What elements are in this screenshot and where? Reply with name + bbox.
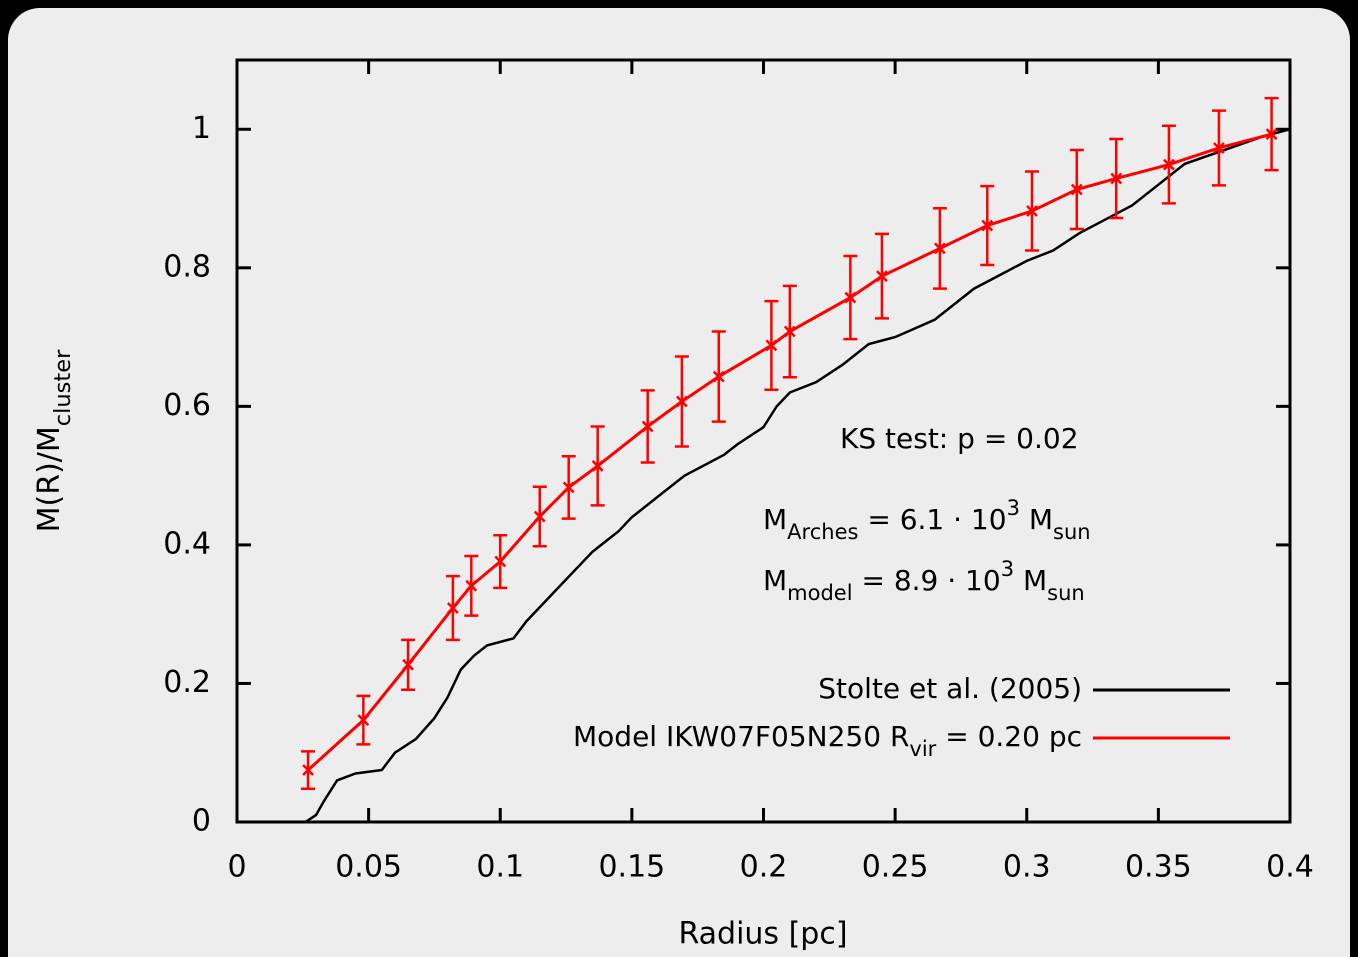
plot-frame — [235, 58, 1292, 824]
text-segment: 3 — [1007, 496, 1020, 520]
point — [765, 339, 778, 352]
point — [981, 219, 994, 232]
text-segment: KS test: p = 0.02 — [840, 422, 1079, 455]
text-segment: vir — [909, 737, 936, 761]
text-segment: model — [787, 581, 852, 605]
x-tick-label: 0.4 — [1266, 850, 1314, 885]
text-segment: = 0.20 pc — [936, 720, 1082, 753]
x-tick-label: 0.1 — [476, 850, 524, 885]
point — [1070, 183, 1083, 196]
text-segment: M — [763, 564, 787, 597]
point — [591, 460, 604, 472]
y-tick-label: 0.6 — [163, 388, 211, 423]
text-segment: M(R)/M — [32, 426, 67, 532]
panel — [8, 8, 1350, 957]
series-line — [304, 128, 1291, 824]
point — [533, 510, 546, 523]
point — [876, 270, 888, 283]
point — [357, 714, 370, 727]
point — [1265, 128, 1278, 141]
y-tick-label: 0.8 — [163, 249, 211, 284]
text-segment: M — [763, 503, 787, 536]
text-segment: = 6.1 · 10 — [858, 503, 1006, 536]
point — [1026, 205, 1038, 217]
point — [1213, 142, 1225, 154]
text-segment: Arches — [787, 520, 858, 544]
x-tick-label: 0 — [227, 850, 246, 885]
text-segment: M — [1014, 564, 1047, 597]
annotation: MArches = 6.1 · 103 Msun — [763, 496, 1091, 544]
point — [676, 395, 688, 408]
point — [465, 579, 478, 592]
text-segment: cluster — [50, 349, 76, 426]
y-tick-label: 0 — [192, 804, 211, 839]
text-segment: M — [1020, 503, 1053, 536]
x-tick-label: 0.25 — [862, 850, 929, 885]
point — [562, 481, 575, 494]
point — [641, 420, 654, 433]
text-segment: Model IKW07F05N250 R — [573, 720, 909, 753]
point — [1163, 158, 1175, 171]
x-tick-label: 0.35 — [1125, 850, 1192, 885]
point — [302, 764, 314, 776]
x-tick-label: 0.05 — [335, 850, 402, 885]
point — [844, 291, 857, 304]
x-axis-title: Radius [pc] — [678, 917, 847, 952]
x-tick-label: 0.15 — [598, 850, 665, 885]
point — [446, 602, 459, 614]
text-segment: = 8.9 · 10 — [853, 564, 1001, 597]
legend-label: Model IKW07F05N250 Rvir = 0.20 pc — [573, 720, 1082, 761]
x-tick-label: 0.3 — [1003, 850, 1051, 885]
y-tick-label: 0.2 — [163, 665, 211, 700]
y-tick-label: 0.4 — [163, 526, 211, 561]
y-tick-label: 1 — [192, 111, 211, 146]
legend-label: Stolte et al. (2005) — [818, 672, 1082, 705]
text-segment: sun — [1047, 581, 1085, 605]
point — [1110, 172, 1123, 185]
point — [712, 370, 725, 383]
point — [933, 242, 946, 255]
point — [494, 555, 507, 568]
y-axis-title: M(R)/Mcluster — [32, 349, 76, 532]
annotation: KS test: p = 0.02 — [840, 422, 1079, 455]
point — [402, 658, 414, 671]
point — [783, 325, 796, 338]
text-segment: 3 — [1001, 557, 1014, 581]
x-tick-label: 0.2 — [740, 850, 788, 885]
annotation: Mmodel = 8.9 · 103 Msun — [763, 557, 1085, 605]
text-segment: sun — [1053, 520, 1091, 544]
